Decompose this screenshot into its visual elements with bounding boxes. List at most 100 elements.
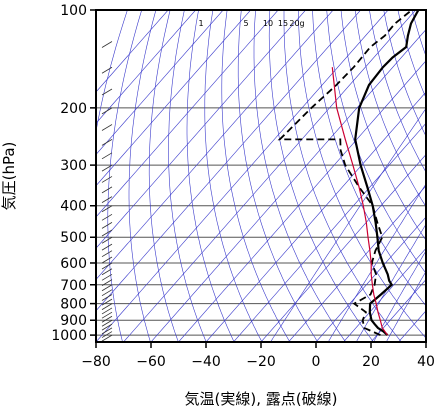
mixing-ratio-label: 15	[278, 19, 288, 28]
mixing-ratio-line	[355, 223, 426, 342]
x-tick-label: −60	[136, 354, 166, 370]
wind-barb	[101, 307, 113, 315]
wind-barb	[101, 213, 113, 221]
dewpoint-line	[277, 10, 413, 336]
wind-barb	[101, 315, 113, 323]
y-tick-label: 100	[60, 3, 87, 19]
mixing-ratio-label: 20g	[289, 19, 304, 28]
isotherm-line	[96, 10, 196, 124]
isotherm-line	[123, 10, 416, 342]
wind-barbs	[101, 41, 113, 342]
y-tick-label: 800	[60, 297, 87, 313]
isotherm-line	[96, 10, 389, 342]
wind-barb	[101, 256, 113, 264]
x-axis-title: 気温(実線), 露点(破線)	[185, 390, 338, 408]
isotherm-line	[343, 247, 426, 342]
wind-barb	[101, 196, 113, 203]
y-tick-label: 600	[60, 256, 87, 272]
wind-barb	[101, 298, 113, 306]
isotherm-line	[96, 10, 334, 280]
mixing-ratio-label: 10	[263, 19, 273, 28]
wind-barb	[101, 243, 113, 251]
dry-adiabat-line	[354, 10, 426, 208]
wind-barb	[101, 139, 113, 146]
wind-barb	[101, 164, 113, 172]
x-tick-label: −80	[81, 354, 111, 370]
isotherm-line	[96, 10, 169, 93]
dry-adiabat-line	[312, 10, 426, 307]
axis-labels: −80 −60 −40 −20 0 20 40 100 200 300 400 500 600 700 80…	[51, 3, 435, 370]
dry-adiabat-line	[298, 10, 426, 339]
wind-barb	[101, 294, 113, 301]
wind-barb	[101, 289, 113, 297]
wind-barb	[101, 229, 113, 237]
y-tick-label: 300	[60, 158, 87, 174]
y-tick-label: 700	[60, 278, 87, 294]
wind-barb	[101, 66, 113, 74]
wind-barb	[101, 273, 113, 281]
dry-adiabat-line	[186, 10, 235, 342]
wind-barb	[101, 262, 113, 270]
y-tick-label: 200	[60, 101, 87, 117]
wind-barb	[101, 186, 113, 194]
dry-adiabat-line	[237, 10, 319, 342]
x-tick-label: 0	[312, 354, 321, 370]
mixing-ratio-label: 5	[243, 19, 248, 28]
wind-barb	[101, 107, 113, 115]
mixing-ratio-labels: 1 5 10 15 20g	[198, 19, 304, 28]
mixing-ratio-line	[270, 107, 426, 342]
x-tick-label: −40	[191, 354, 221, 370]
dry-adiabat-line	[168, 10, 207, 342]
isotherm-line	[288, 185, 426, 342]
mixing-ratio-line	[385, 270, 426, 342]
y-tick-label: 400	[60, 199, 87, 215]
x-tick-label: 40	[417, 354, 435, 370]
guide-lines	[96, 10, 426, 342]
wind-barb	[101, 222, 113, 229]
wind-barb	[101, 319, 113, 327]
isotherm-line	[178, 60, 426, 342]
x-tick-label: −20	[246, 354, 276, 370]
wind-barb	[101, 124, 113, 131]
wind-barb	[101, 250, 113, 258]
wind-barb	[101, 88, 113, 96]
dry-adiabat-line	[148, 10, 179, 342]
isotherm-line	[370, 279, 426, 342]
dry-adiabat-line	[221, 10, 291, 342]
parcel-line	[331, 67, 388, 336]
dry-adiabat-line	[107, 10, 142, 342]
dry-adiabat-line	[369, 10, 426, 173]
isotherm-line	[96, 10, 306, 249]
dry-adiabat-line	[253, 10, 346, 342]
y-tick-label: 900	[60, 313, 87, 329]
dry-adiabat-line	[268, 10, 374, 342]
wind-barb	[101, 284, 113, 292]
isotherm-line	[96, 10, 279, 218]
wind-barb	[101, 176, 113, 183]
dry-adiabat-line	[283, 10, 402, 342]
wind-barb	[101, 205, 113, 213]
isotherm-line	[96, 10, 361, 312]
mixing-ratio-line	[373, 250, 426, 342]
wind-barb	[101, 236, 113, 244]
dry-adiabat-line	[204, 10, 263, 342]
mixing-ratio-label: 1	[198, 19, 203, 28]
y-tick-label: 1000	[51, 328, 87, 344]
wind-barb	[101, 279, 113, 286]
isotherm-line	[96, 10, 251, 187]
isotherm-line	[260, 154, 426, 342]
wind-barb	[101, 311, 113, 319]
isotherm-line	[150, 29, 426, 342]
wind-barb	[101, 331, 113, 338]
dry-adiabat-line	[340, 10, 426, 241]
temperature-line	[354, 10, 420, 336]
isotherm-line	[205, 91, 426, 342]
axis-ticks	[90, 9, 427, 348]
isotherm-line	[233, 122, 426, 342]
wind-barb	[101, 268, 113, 276]
wind-barb	[101, 152, 113, 160]
y-tick-label: 500	[60, 230, 87, 246]
series-layer	[277, 10, 420, 336]
x-tick-label: 20	[362, 354, 380, 370]
